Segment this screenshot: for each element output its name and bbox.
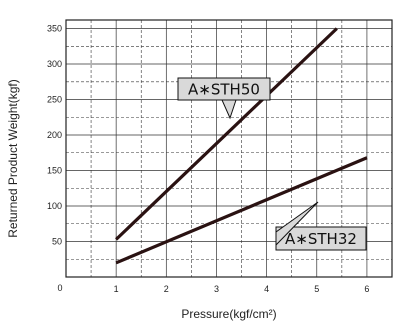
y-tick-label: 100	[47, 201, 62, 211]
x-axis-title: Pressure(kgf/cm²)	[181, 307, 276, 321]
y-tick-label: 50	[52, 237, 62, 247]
callouts: A∗STH50 A∗STH32	[177, 77, 367, 251]
series-label: A∗STH32	[285, 230, 357, 248]
series-line-2	[115, 156, 368, 265]
y-tick-label: 300	[47, 59, 62, 69]
x-tick-label: 3	[214, 284, 219, 294]
x-tick-label: 2	[164, 284, 169, 294]
x-tick-label: 5	[314, 284, 319, 294]
y-tick-label: 200	[47, 130, 62, 140]
tick-labels: 1 2 3 4 5 6 50 100 150 200 250 300 350	[47, 24, 369, 294]
series-label: A∗STH50	[188, 81, 260, 99]
callout-pointer	[275, 201, 319, 247]
callout-pointer	[221, 99, 237, 120]
data-lines	[115, 27, 368, 265]
y-tick-label: 250	[47, 95, 62, 105]
x-tick-label: 6	[364, 284, 369, 294]
y-axis-title: Returned Product Weight(kgf)	[6, 79, 20, 238]
origin-label: 0	[57, 283, 62, 293]
x-tick-label: 1	[114, 284, 119, 294]
plot-frame	[65, 19, 393, 278]
y-tick-label: 150	[47, 166, 62, 176]
x-tick-label: 4	[264, 284, 269, 294]
y-tick-label: 350	[47, 24, 62, 34]
series-line-1	[115, 27, 338, 241]
